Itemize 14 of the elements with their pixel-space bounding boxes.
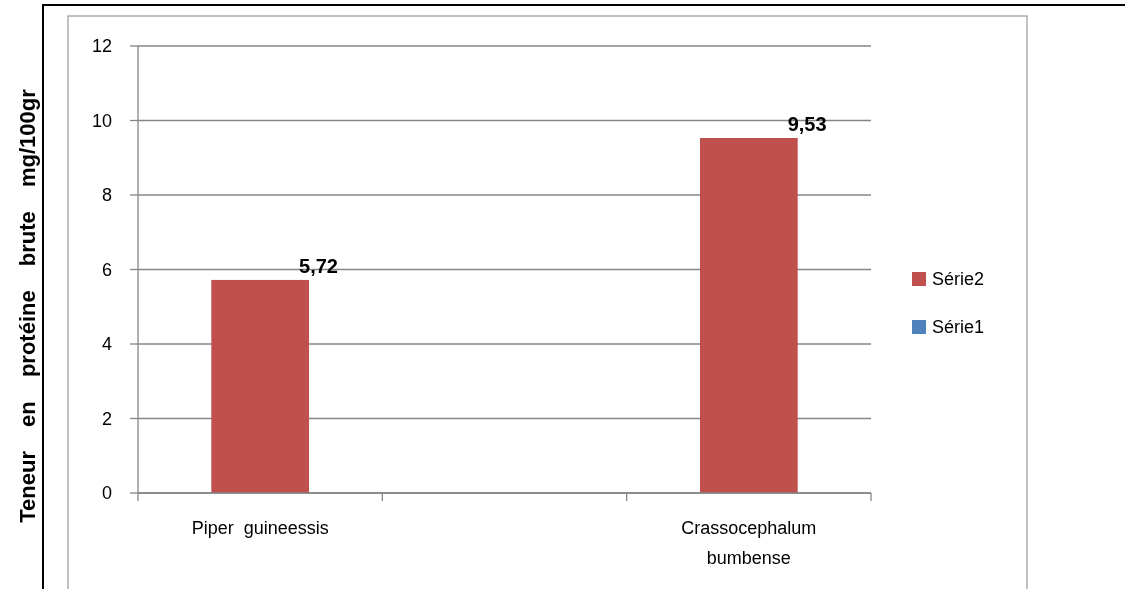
y-tick-label: 10 xyxy=(91,110,112,131)
legend-label: Série2 xyxy=(932,269,985,290)
y-tick-label: 2 xyxy=(101,408,112,429)
y-tick-label: 0 xyxy=(101,483,112,504)
x-tick-label: Crassocephalum bumbense xyxy=(681,518,817,568)
data-label: 9,53 xyxy=(787,113,827,136)
y-tick-label: 8 xyxy=(101,185,112,206)
x-tick-label: Piper guineessis xyxy=(191,518,329,538)
y-tick-label: 12 xyxy=(91,36,112,57)
legend-label: Série1 xyxy=(932,317,985,338)
y-tick-label: 4 xyxy=(101,334,112,355)
y-tick-label: 6 xyxy=(101,259,112,280)
y-axis-title: Teneur en protéine brute mg/100gr xyxy=(15,88,40,523)
data-label: 5,72 xyxy=(299,254,338,277)
